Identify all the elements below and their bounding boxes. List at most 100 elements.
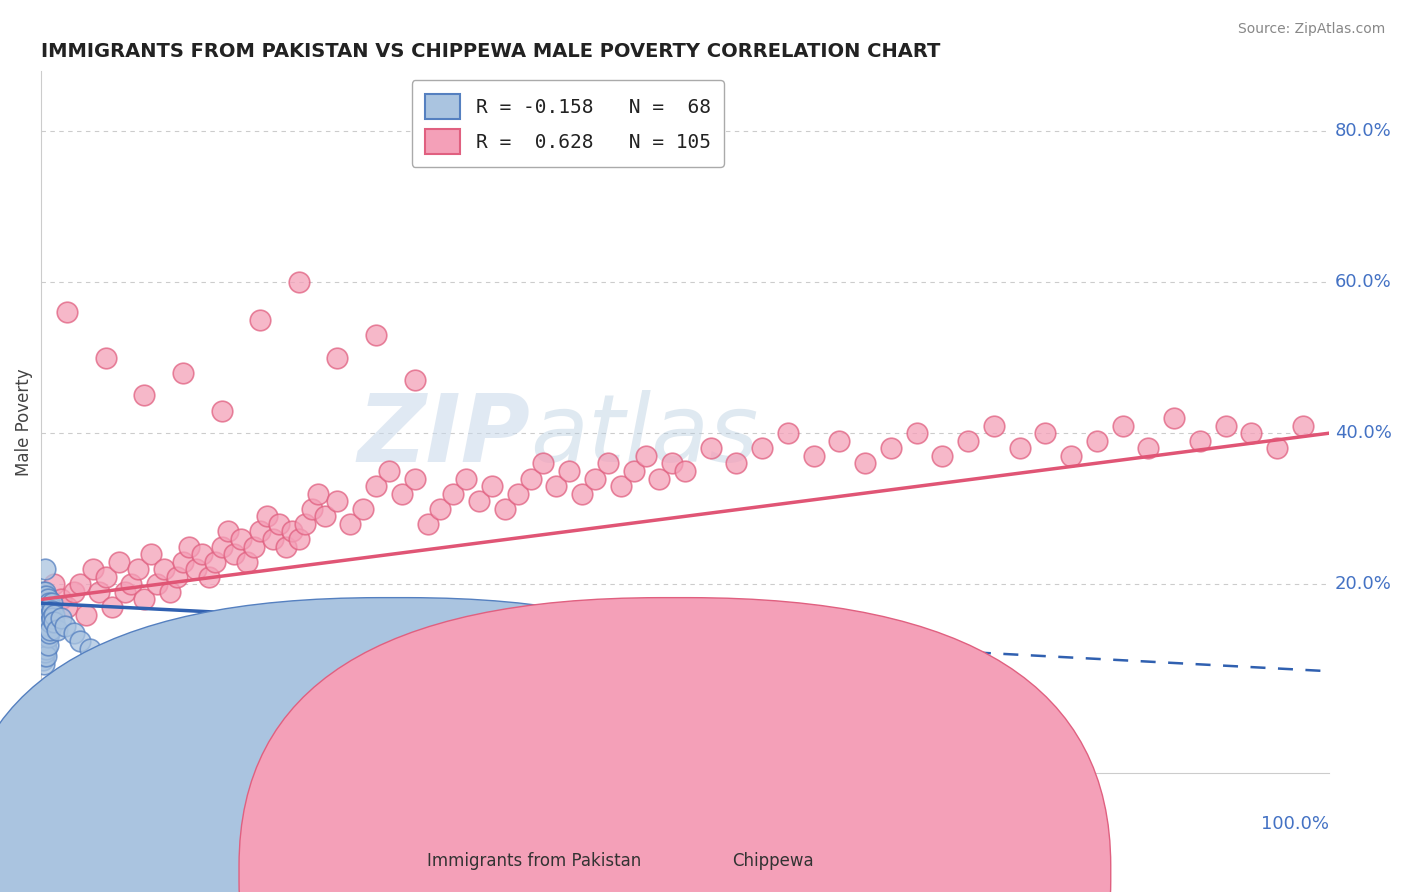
Point [69, 634, 91, 648]
Point [725, 457, 748, 471]
Point [339, 516, 361, 531]
Point [31, 585, 53, 599]
Point [648, 472, 671, 486]
Point [1188, 434, 1211, 448]
Point [307, 486, 329, 500]
Point [404, 472, 426, 486]
Point [571, 486, 593, 500]
Point [159, 585, 181, 599]
Point [35, 626, 58, 640]
Text: 60.0%: 60.0% [1336, 273, 1392, 291]
Point [1163, 411, 1185, 425]
Point [905, 426, 928, 441]
Point [31, 638, 53, 652]
Point [49, 592, 72, 607]
Point [34, 562, 56, 576]
Point [481, 479, 503, 493]
Point [34, 615, 56, 629]
Point [34, 592, 56, 607]
Point [32, 604, 55, 618]
Point [166, 570, 188, 584]
Point [288, 532, 311, 546]
Point [623, 464, 645, 478]
Point [1292, 418, 1315, 433]
Point [35, 604, 58, 618]
Text: Source: ZipAtlas.com: Source: ZipAtlas.com [1237, 22, 1385, 37]
Point [35, 649, 58, 664]
Point [38, 619, 60, 633]
Point [751, 442, 773, 456]
Point [134, 592, 156, 607]
Point [288, 275, 311, 289]
Point [803, 449, 825, 463]
Point [274, 540, 297, 554]
Point [596, 457, 619, 471]
Point [37, 638, 59, 652]
Point [32, 641, 55, 656]
Point [204, 555, 226, 569]
Point [583, 472, 606, 486]
Point [441, 486, 464, 500]
Legend: R = -0.158   N =  68, R =  0.628   N = 105: R = -0.158 N = 68, R = 0.628 N = 105 [412, 80, 724, 168]
Text: 40.0%: 40.0% [1336, 425, 1392, 442]
Point [38, 596, 60, 610]
Point [38, 611, 60, 625]
Point [364, 479, 387, 493]
Point [34, 585, 56, 599]
Point [62, 626, 84, 640]
Point [44, 607, 66, 622]
Point [661, 457, 683, 471]
Point [37, 607, 59, 622]
Point [35, 641, 58, 656]
Point [1008, 442, 1031, 456]
Point [179, 540, 201, 554]
Point [120, 577, 142, 591]
Point [197, 570, 219, 584]
Point [44, 577, 66, 591]
Point [34, 645, 56, 659]
Point [114, 585, 136, 599]
Point [37, 599, 59, 614]
Point [79, 641, 101, 656]
Point [558, 464, 581, 478]
Point [191, 547, 214, 561]
Point [391, 486, 413, 500]
Point [32, 619, 55, 633]
Point [1085, 434, 1108, 448]
Point [101, 599, 124, 614]
Point [609, 479, 631, 493]
Point [62, 585, 84, 599]
Point [56, 599, 79, 614]
Text: Immigrants from Pakistan: Immigrants from Pakistan [427, 852, 641, 870]
Point [139, 547, 162, 561]
Point [404, 373, 426, 387]
Point [519, 472, 541, 486]
Point [931, 449, 953, 463]
Point [32, 657, 55, 671]
Point [32, 634, 55, 648]
Point [256, 509, 278, 524]
Point [94, 570, 117, 584]
Point [34, 607, 56, 622]
Point [1112, 418, 1135, 433]
Point [38, 604, 60, 618]
Point [468, 494, 491, 508]
Point [31, 607, 53, 622]
Point [211, 403, 233, 417]
Point [39, 623, 62, 637]
Point [32, 626, 55, 640]
Point [37, 592, 59, 607]
Text: Chippewa: Chippewa [733, 852, 814, 870]
Point [1215, 418, 1237, 433]
Point [75, 607, 97, 622]
Point [957, 434, 980, 448]
Point [853, 457, 876, 471]
Point [983, 418, 1005, 433]
Point [31, 623, 53, 637]
Point [49, 611, 72, 625]
Point [94, 351, 117, 365]
Point [32, 649, 55, 664]
Point [364, 328, 387, 343]
Point [281, 524, 304, 539]
Point [39, 615, 62, 629]
